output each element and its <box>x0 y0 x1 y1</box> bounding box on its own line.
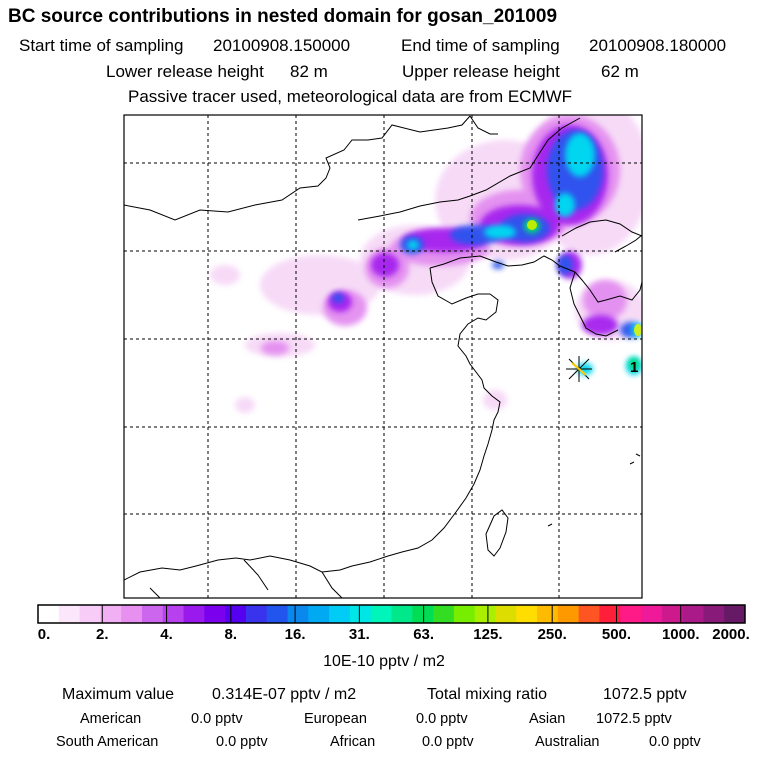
region-name-australian: Australian <box>535 734 600 750</box>
region-name-african: African <box>330 734 376 750</box>
receptor-marker-label: 1 <box>630 359 638 376</box>
region-name-european: European <box>304 711 367 727</box>
colorbar-swatch <box>412 605 434 623</box>
start-time-value: 20100908.150000 <box>213 36 351 55</box>
colorbar-swatch <box>349 605 372 623</box>
colorbar-tick-label: 16. <box>284 626 306 643</box>
colorbar-unit: 10E-10 pptv / m2 <box>323 653 445 670</box>
colorbar-swatch <box>370 605 392 623</box>
colorbar-frame <box>37 604 746 624</box>
colorbar-swatch <box>391 605 413 623</box>
colorbar-swatch <box>100 605 122 623</box>
colorbar-swatch <box>724 605 746 623</box>
colorbar-swatch <box>183 605 205 623</box>
upper-release-value: 62 m <box>601 62 639 81</box>
colorbar-tick-label: 31. <box>348 626 370 643</box>
colorbar-swatch <box>474 605 496 623</box>
colorbar-swatch <box>287 605 309 623</box>
colorbar-tick-label: 125. <box>473 626 503 643</box>
map-frame <box>123 114 643 599</box>
region-value-asian: 1072.5 pptv <box>596 711 672 727</box>
colorbar-swatch <box>204 605 226 623</box>
region-value-african: 0.0 pptv <box>422 734 474 750</box>
colorbar-swatch <box>578 605 600 623</box>
region-name-american: American <box>80 711 142 727</box>
colorbar-tick-label: 63. <box>413 626 435 643</box>
max-value: 0.314E-07 pptv / m2 <box>212 686 357 703</box>
colorbar-swatch <box>661 605 684 623</box>
coastlines <box>124 115 642 598</box>
start-time-label: Start time of sampling <box>19 36 184 55</box>
colorbar-swatch <box>599 605 621 623</box>
max-value-label: Maximum value <box>62 686 175 703</box>
region-name-south-american: South American <box>56 734 159 750</box>
end-time-label: End time of sampling <box>401 36 560 55</box>
colorbar-swatch <box>537 605 559 623</box>
region-value-european: 0.0 pptv <box>416 711 468 727</box>
region-name-asian: Asian <box>529 711 566 727</box>
colorbar-tick-label: 2. <box>96 626 109 643</box>
region-value-south-american: 0.0 pptv <box>216 734 268 750</box>
upper-release-label: Upper release height <box>402 62 560 81</box>
colorbar <box>37 604 746 624</box>
colorbar-swatch <box>225 605 247 623</box>
region-value-american: 0.0 pptv <box>191 711 243 727</box>
colorbar-tick-label: 4. <box>160 626 173 643</box>
colorbar-swatch <box>557 605 580 623</box>
colorbar-swatch <box>516 605 538 623</box>
colorbar-tick-label: 8. <box>224 626 238 643</box>
colorbar-swatch <box>38 605 60 623</box>
colorbar-swatch <box>266 605 289 623</box>
concentration-field <box>210 115 642 413</box>
region-value-australian: 0.0 pptv <box>649 734 701 750</box>
colorbar-swatch <box>433 605 455 623</box>
tracer-note: Passive tracer used, meteorological data… <box>128 87 573 106</box>
colorbar-swatch <box>703 605 725 623</box>
colorbar-swatch <box>162 605 185 623</box>
total-mixing-label: Total mixing ratio <box>427 686 548 703</box>
colorbar-swatch <box>641 605 663 623</box>
colorbar-swatch <box>121 605 143 623</box>
lower-release-label: Lower release height <box>106 62 264 81</box>
colorbar-swatch <box>453 605 476 623</box>
colorbar-swatch <box>58 605 81 623</box>
colorbar-tick-label: 500. <box>601 626 632 643</box>
colorbar-swatch <box>245 605 268 623</box>
colorbar-swatch <box>620 605 642 623</box>
colorbar-swatch <box>79 605 101 623</box>
colorbar-swatch <box>141 605 164 623</box>
colorbar-tick-label: 2000. <box>712 626 750 643</box>
lower-release-value: 82 m <box>290 62 328 81</box>
total-mixing-value: 1072.5 pptv <box>603 686 687 703</box>
colorbar-swatch <box>495 605 517 623</box>
colorbar-swatch <box>682 605 704 623</box>
colorbar-tick-label: 0. <box>37 626 51 643</box>
receptor-star-icon <box>566 356 592 382</box>
colorbar-swatch <box>329 605 351 623</box>
colorbar-tick-label: 250. <box>537 626 567 643</box>
colorbar-swatch <box>308 605 330 623</box>
lat-lon-grid <box>124 115 642 598</box>
colorbar-tick-label: 1000. <box>661 626 700 643</box>
page-title: BC source contributions in nested domain… <box>8 6 558 27</box>
end-time-value: 20100908.180000 <box>589 36 727 55</box>
